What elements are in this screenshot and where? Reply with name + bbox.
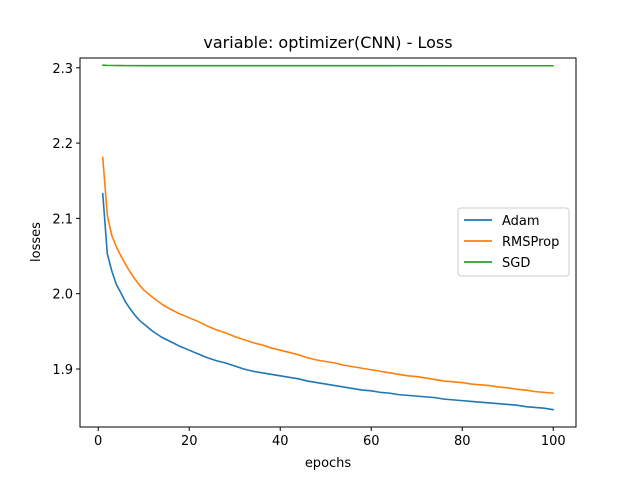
x-tick-label: 20 xyxy=(181,434,198,449)
y-tick-label: 1.9 xyxy=(52,363,73,378)
legend-label-sgd: SGD xyxy=(502,256,530,271)
y-tick-label: 2.1 xyxy=(52,212,73,227)
legend: Adam RMSProp SGD xyxy=(457,207,570,277)
series-layer xyxy=(101,64,555,411)
x-tick-label: 60 xyxy=(363,434,380,449)
series-line-rmsprop xyxy=(101,156,555,394)
series-line-sgd xyxy=(101,64,555,67)
plot-frame xyxy=(79,57,577,428)
x-tick-label: 40 xyxy=(272,434,289,449)
x-tick-label: 100 xyxy=(541,434,566,449)
y-axis-label: losses xyxy=(29,222,44,262)
y-tick-label: 2.3 xyxy=(52,62,73,77)
chart-title: variable: optimizer(CNN) - Loss xyxy=(203,33,452,52)
y-tick-label: 2.2 xyxy=(52,137,73,152)
x-axis-label: epochs xyxy=(305,456,352,471)
legend-label-adam: Adam xyxy=(502,214,540,229)
legend-entries: Adam RMSProp SGD xyxy=(464,214,559,271)
legend-label-rmsprop: RMSProp xyxy=(502,235,559,250)
x-axis-ticks: 0 20 40 60 80 100 xyxy=(94,427,566,449)
y-tick-label: 2.0 xyxy=(52,288,73,303)
y-axis-ticks: 1.9 2.0 2.1 2.2 2.3 xyxy=(52,62,80,378)
legend-box xyxy=(457,207,570,277)
x-tick-label: 0 xyxy=(94,434,102,449)
series-line-adam xyxy=(101,192,555,411)
x-tick-label: 80 xyxy=(454,434,471,449)
